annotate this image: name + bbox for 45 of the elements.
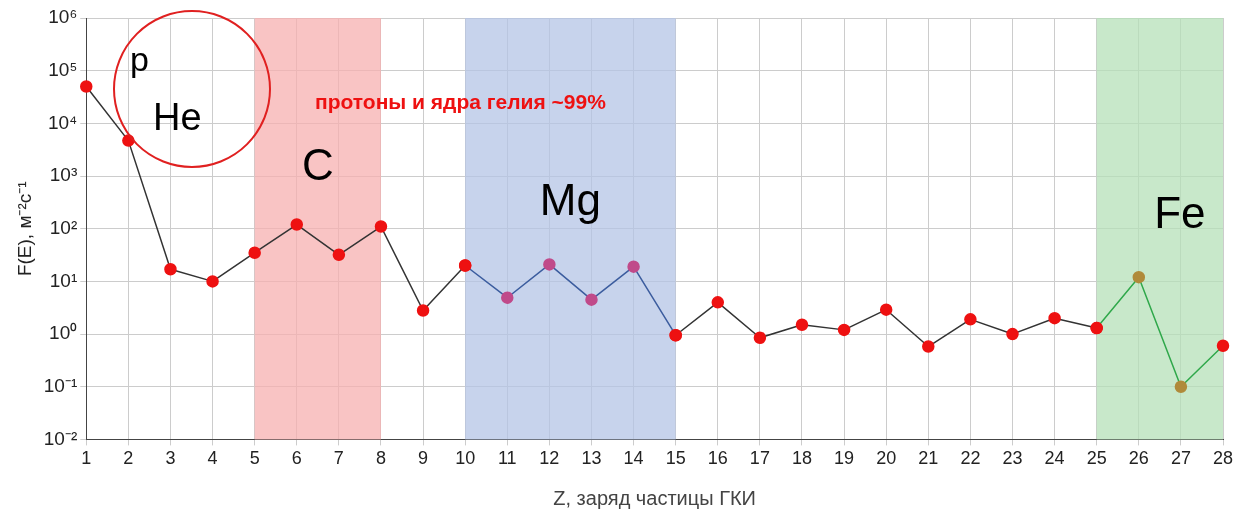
y-tick-label: 10⁰ [49,322,78,344]
x-tick-label: 28 [1212,448,1234,469]
x-tick-label: 1 [81,448,92,469]
band-label: Mg [539,175,601,225]
x-tick-label: 20 [876,448,897,469]
y-tick-label: 10¹ [49,269,78,291]
x-tick-label: 5 [249,448,260,469]
x-tick-label: 10 [455,448,476,469]
x-tick-label: 15 [665,448,686,469]
y-tick-label: 10⁴ [47,111,78,133]
x-tick-label: 25 [1086,448,1107,469]
band-label: Fe [1154,188,1206,238]
x-tick-label: 27 [1170,448,1191,469]
annotation: p [130,40,149,79]
x-tick-label: 8 [375,448,386,469]
x-tick-label: 11 [497,448,517,469]
x-tick-label: 12 [539,448,560,469]
y-tick-label: 10⁶ [48,6,78,28]
y-tick-label: 10² [49,216,78,238]
x-tick-label: 6 [291,448,302,469]
x-tick-label: 19 [834,448,855,469]
x-tick-label: 14 [623,448,644,469]
y-tick-label: 10⁵ [48,58,78,80]
band-label: C [301,140,334,190]
x-axis-title: Z, заряд частицы ГКИ [553,486,756,509]
x-tick-label: 26 [1128,448,1149,469]
x-tick-label: 17 [749,448,770,469]
x-tick-label: 3 [165,448,176,469]
y-tick-label: 10⁻¹ [43,374,78,396]
y-axis-title: F(E), м⁻²с⁻¹ [13,181,35,277]
x-tick-label: 2 [123,448,134,469]
x-tick-label: 13 [581,448,602,469]
y-tick-label: 10⁻² [43,427,78,449]
x-tick-label: 7 [333,448,344,469]
x-tick-label: 24 [1044,448,1065,469]
annotation: He [153,96,202,139]
x-tick-label: 22 [960,448,981,469]
x-tick-label: 21 [918,448,939,469]
x-tick-label: 23 [1002,448,1023,469]
x-tick-label: 18 [791,448,812,469]
annotation: протоны и ядра гелия ~99% [315,90,606,114]
x-tick-label: 16 [707,448,728,469]
y-tick-label: 10³ [49,164,78,186]
x-tick-label: 9 [418,448,429,469]
x-tick-label: 4 [207,448,218,469]
